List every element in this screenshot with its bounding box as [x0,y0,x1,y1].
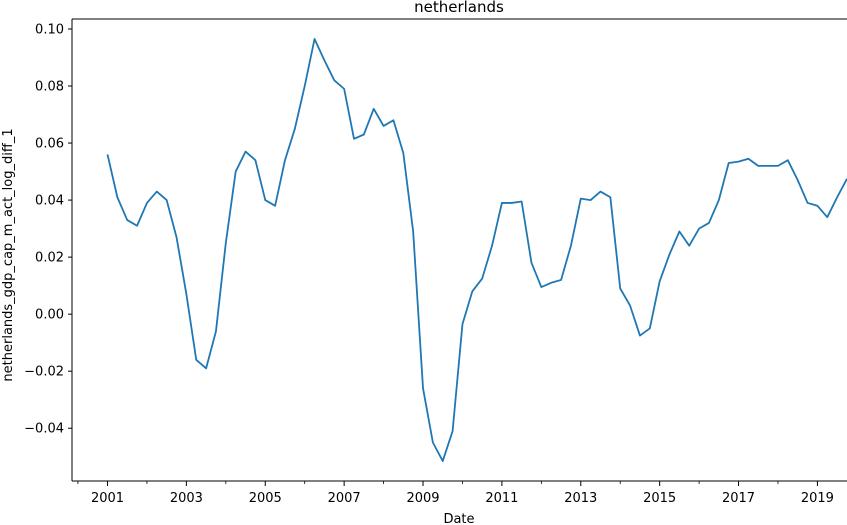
x-tick-label: 2011 [485,491,518,506]
x-tick-label: 2003 [170,491,203,506]
x-tick-label: 2015 [643,491,676,506]
y-tick-label: 0.08 [35,80,64,95]
y-tick-label: −0.04 [24,422,64,437]
x-tick-label: 2009 [406,491,439,506]
x-tick-label: 2017 [722,491,755,506]
y-axis: −0.04 −0.02 0.00 0.02 0.04 0.06 0.08 0.10 [24,19,73,481]
x-axis: 2001 2003 2005 2007 2009 2011 2013 2015 2017 2019 [72,18,847,506]
series-line-0 [106,38,847,462]
y-tick-label: 0.04 [35,194,64,209]
y-axis-label: netherlands_gdp_cap_m_act_log_diff_1 [1,128,16,381]
y-tick-label: 0.02 [35,251,64,266]
plot-area [106,38,847,462]
y-tick-label: −0.02 [24,365,64,380]
x-tick-label: 2001 [91,491,124,506]
x-tick-label: 2019 [801,491,834,506]
x-tick-label: 2007 [328,491,361,506]
y-tick-label: 0.00 [35,308,64,323]
chart-title: netherlands [414,0,504,16]
x-axis-label: Date [443,512,474,525]
y-tick-label: 0.06 [35,137,64,152]
y-tick-label: 0.10 [35,22,64,37]
x-tick-label: 2005 [249,491,282,506]
x-tick-label: 2013 [564,491,597,506]
